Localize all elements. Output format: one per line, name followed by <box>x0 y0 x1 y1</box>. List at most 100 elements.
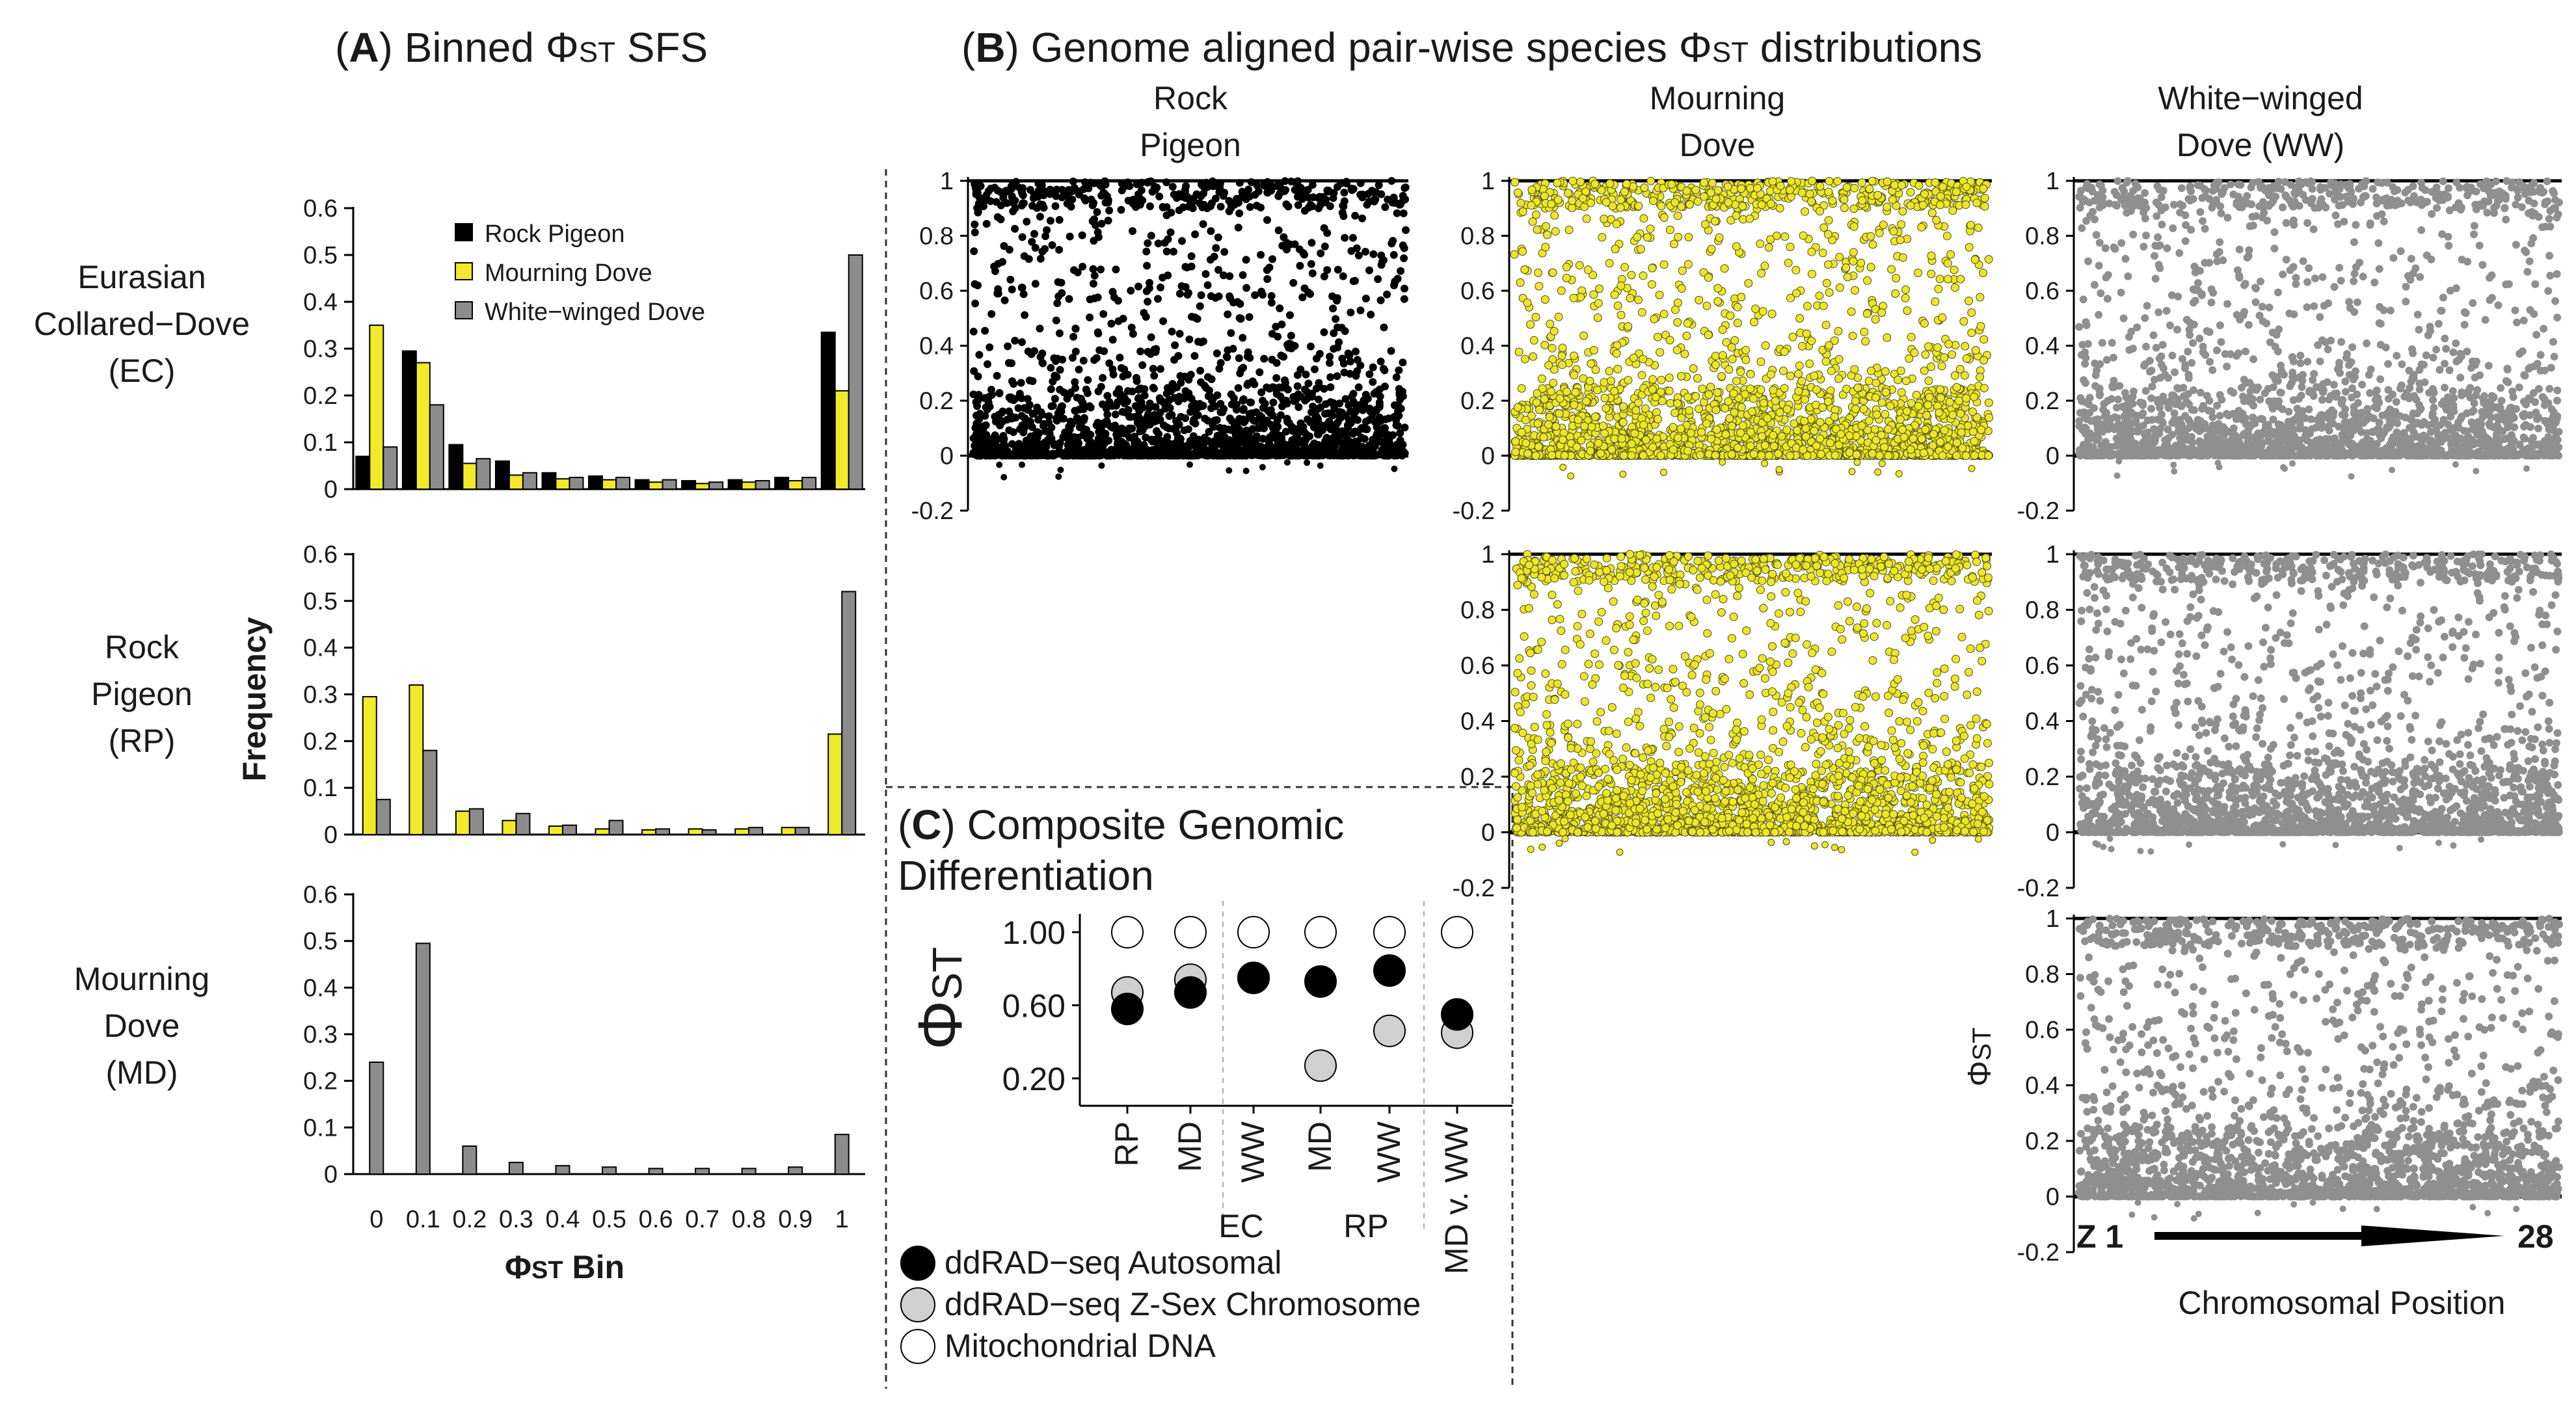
scatter-point <box>1745 214 1754 223</box>
scatter-point <box>1204 373 1212 381</box>
scatter-point <box>1239 397 1247 405</box>
scatter-point <box>1393 274 1402 283</box>
scatter-point <box>1340 189 1348 196</box>
scatter-point <box>1179 203 1187 211</box>
scatter-point <box>1736 428 1745 437</box>
scatter-point <box>1877 398 1886 407</box>
scatter-point <box>1526 320 1535 329</box>
scatter-point <box>1891 289 1900 298</box>
scatter-point <box>1226 272 1234 280</box>
scatter-point <box>1144 297 1152 306</box>
scatter-point <box>1274 332 1282 341</box>
scatter-point <box>1539 433 1548 442</box>
scatter-point <box>1639 451 1648 460</box>
bar-white-winged-dove-bin-0-2 <box>476 458 491 490</box>
scatter-point <box>1347 419 1355 427</box>
scatter-point <box>1647 280 1656 289</box>
scatter-point <box>1223 353 1231 362</box>
scatter-point <box>1038 349 1047 358</box>
scatter-point <box>1400 254 1408 262</box>
scatter-point <box>1877 308 1886 317</box>
scatter-point <box>1828 196 1837 205</box>
scatter-point <box>1864 416 1873 425</box>
scatter-point <box>1979 269 1987 277</box>
scatter-point <box>1746 183 1755 193</box>
scatter-point <box>1199 220 1207 228</box>
scatter-point <box>974 281 982 289</box>
scatter-point <box>1670 198 1680 207</box>
bar-white-winged-dove-bin-0-7 <box>701 829 717 835</box>
scatter-points <box>969 177 1410 460</box>
scatter-point <box>1108 288 1117 296</box>
scatter-point <box>1116 353 1124 362</box>
scatter-point <box>1388 444 1397 452</box>
scatter-point <box>1574 415 1583 424</box>
scatter-point <box>1354 383 1363 392</box>
scatter-point <box>1129 330 1137 338</box>
scatter-point <box>1198 181 1207 190</box>
scatter-point <box>1093 208 1101 216</box>
scatter-point <box>1639 420 1648 429</box>
scatter-point <box>1175 392 1184 401</box>
scatter-point <box>1879 221 1888 230</box>
scatter-point <box>1622 180 1631 189</box>
scatter-point <box>1285 340 1293 348</box>
scatter-point <box>1005 426 1013 435</box>
scatter-point <box>1168 327 1176 336</box>
scatter-point <box>1111 421 1119 430</box>
scatter-point <box>1293 430 1302 438</box>
scatter-point <box>1173 194 1181 202</box>
scatter-point <box>1019 199 1028 207</box>
scatter-point <box>1287 423 1296 431</box>
scatter-point <box>1852 450 1861 459</box>
scatter-point <box>1648 385 1657 394</box>
scatter-point <box>1799 445 1808 454</box>
scatter-point <box>1133 180 1141 189</box>
scatter-point <box>1591 366 1600 374</box>
scatter-point <box>972 441 980 449</box>
scatter-point <box>1094 233 1103 241</box>
bar-chart-rp: 00.10.20.30.40.50.6 <box>303 541 865 849</box>
scatter-point <box>1807 247 1816 256</box>
scatter-point <box>1111 410 1120 419</box>
scatter-point <box>1376 296 1385 304</box>
scatter-point <box>1767 199 1775 208</box>
scatter-point <box>1528 217 1537 226</box>
scatter-point <box>1602 198 1611 207</box>
bar-white-winged-dove-bin-0-4 <box>561 824 577 835</box>
scatter-point <box>1657 202 1666 211</box>
scatter-point <box>1069 177 1077 185</box>
scatter-point <box>1695 295 1704 304</box>
scatter-point <box>1321 242 1329 250</box>
scatter-point <box>1246 435 1254 444</box>
scatter-point <box>984 398 993 407</box>
scatter-point <box>1318 426 1326 435</box>
scatter-point <box>1932 215 1941 224</box>
scatter-point <box>1808 176 1817 185</box>
scatter-point <box>1339 359 1348 368</box>
scatter-point <box>1656 451 1665 460</box>
scatter-point <box>1046 217 1054 225</box>
scatter-point <box>1881 388 1890 397</box>
scatter-point <box>1582 214 1591 223</box>
scatter-point <box>1339 272 1347 280</box>
scatter-point <box>1821 357 1831 366</box>
scatter-point <box>1260 355 1268 363</box>
scatter-point <box>1272 323 1280 331</box>
scatter-point <box>1211 293 1220 302</box>
scatter-point <box>1242 284 1251 292</box>
scatter-point <box>1099 373 1107 382</box>
scatter-point <box>1732 211 1741 220</box>
scatter-point <box>1825 341 1834 350</box>
scatter-point <box>1272 427 1280 435</box>
scatter-point <box>1568 176 1577 185</box>
scatter-point <box>1767 310 1777 319</box>
scatter-point <box>1097 451 1105 459</box>
bar-mourning-dove-bin-0-9 <box>788 480 803 490</box>
scatter-point <box>1235 179 1244 187</box>
scatter-point <box>1176 435 1185 443</box>
bar-rock-pigeon-bin-0-5 <box>588 475 603 490</box>
scatter-point <box>1760 441 1769 450</box>
scatter-point <box>1367 310 1375 319</box>
scatter-point <box>1376 430 1385 438</box>
